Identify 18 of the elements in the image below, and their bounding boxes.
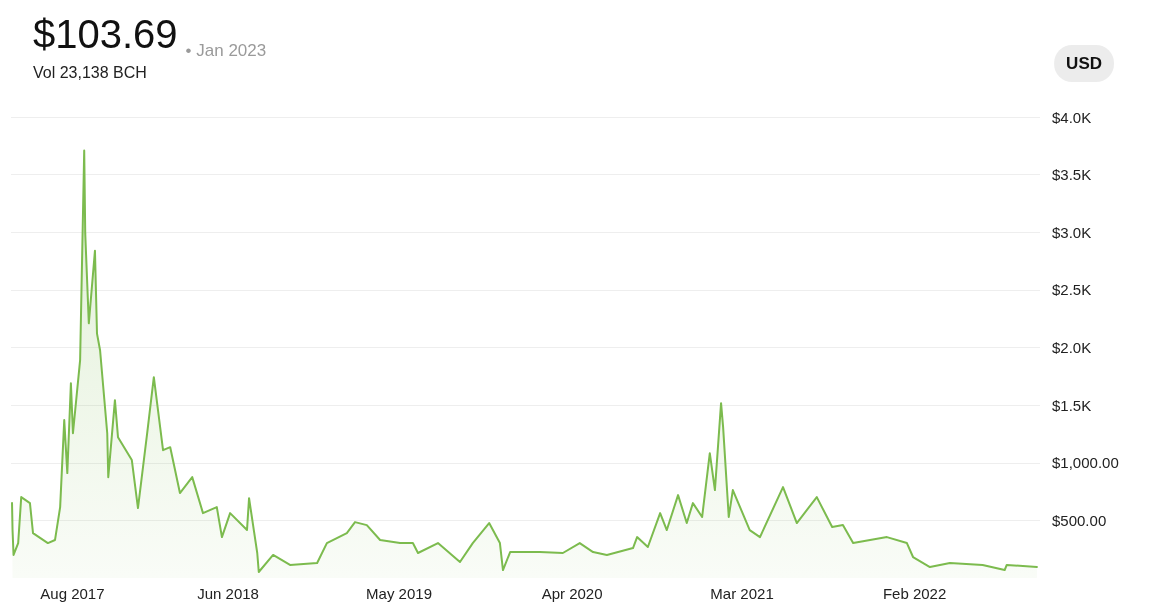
x-tick-label: Feb 2022	[882, 585, 947, 602]
y-tick-label: $2.5K	[1052, 281, 1092, 299]
y-tick-label: $4.0K	[1052, 108, 1092, 126]
y-tick-label: $1,000.00	[1052, 454, 1119, 472]
chart-title: $103.69	[33, 12, 178, 56]
y-tick-label: $3.5K	[1052, 166, 1092, 184]
x-tick-label: May 2019	[366, 585, 432, 602]
x-tick-label: Aug 2017	[40, 585, 105, 602]
y-tick-label: $1.5K	[1052, 396, 1092, 414]
y-tick-label: $500.00	[1052, 511, 1107, 529]
y-tick-label: $3.0K	[1052, 223, 1092, 241]
chart-subtitle: • Jan 2023	[185, 41, 267, 60]
x-tick-label: Jun 2018	[197, 585, 259, 602]
text: Vol 23,138 BCH	[33, 63, 147, 81]
x-tick-label: Apr 2020	[541, 585, 603, 602]
y-tick-label: $2.0K	[1052, 339, 1092, 356]
text: USD	[1066, 54, 1103, 73]
x-tick-label: Mar 2021	[710, 585, 774, 602]
